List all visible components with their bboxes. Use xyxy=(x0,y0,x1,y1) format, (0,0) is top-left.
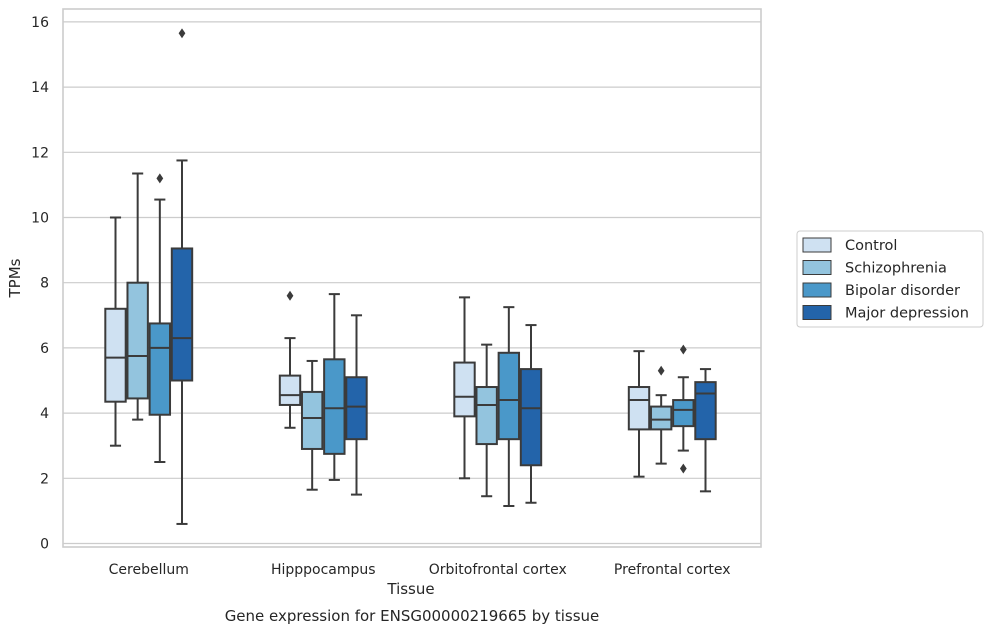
y-tick-label: 12 xyxy=(31,145,49,161)
outlier-point xyxy=(286,290,294,301)
box-schizophrenia xyxy=(300,359,324,491)
legend-label: Schizophrenia xyxy=(845,261,947,277)
y-tick-labels: 0 2 4 6 8 10 12 14 16 xyxy=(31,15,49,553)
box-body xyxy=(345,376,368,441)
y-axis-title: TPMs xyxy=(6,258,24,298)
box-schizophrenia xyxy=(126,172,149,421)
x-tick-label: Cerebellum xyxy=(109,562,189,578)
y-tick-label: 16 xyxy=(31,15,49,31)
box-control xyxy=(104,216,127,447)
legend-label: Major depression xyxy=(845,306,969,322)
box-body xyxy=(323,358,346,455)
box-body xyxy=(497,351,521,441)
box-bipolar-disorder xyxy=(323,293,346,481)
chart-caption: Gene expression for ENSG00000219665 by t… xyxy=(225,607,600,625)
x-tick-label: Prefrontal cortex xyxy=(614,562,731,578)
y-tick-label: 4 xyxy=(40,406,49,422)
y-tick-label: 6 xyxy=(40,341,49,357)
x-tick-label: Hipppocampus xyxy=(271,562,376,578)
box-major-depression xyxy=(345,314,368,496)
y-tick-label: 2 xyxy=(40,471,49,487)
outlier-point xyxy=(178,28,186,39)
x-tick-labels: Cerebellum Hipppocampus Orbitofrontal cort… xyxy=(109,562,731,578)
box-body xyxy=(104,307,127,403)
outlier-point xyxy=(679,344,687,355)
box-major-depression xyxy=(519,324,543,504)
legend-label: Bipolar disorder xyxy=(845,283,960,299)
box-body xyxy=(627,386,651,431)
legend-swatch xyxy=(802,305,832,320)
outlier-point xyxy=(679,463,687,474)
box-body xyxy=(475,386,498,446)
box-schizophrenia xyxy=(649,365,673,465)
outlier-point xyxy=(156,173,164,184)
box-bipolar-disorder xyxy=(148,173,172,463)
box-body xyxy=(300,390,324,450)
x-axis-title: Tissue xyxy=(386,580,434,598)
box-major-depression xyxy=(694,368,717,493)
box-body xyxy=(278,374,302,406)
box-body xyxy=(126,281,149,400)
plot-frame xyxy=(62,8,762,548)
box-control xyxy=(627,350,651,478)
legend-swatch xyxy=(802,260,832,275)
x-tick-label: Orbitofrontal cortex xyxy=(429,562,567,578)
legend-swatch xyxy=(802,237,832,253)
box-series xyxy=(104,28,717,525)
box-body xyxy=(672,399,695,428)
box-body xyxy=(170,247,194,382)
legend-swatch xyxy=(802,282,832,298)
legend: Control Schizophrenia Bipolar disorder Majo… xyxy=(796,230,984,328)
box-body xyxy=(694,381,717,441)
box-body xyxy=(453,361,476,418)
box-bipolar-disorder xyxy=(672,344,695,474)
box-body xyxy=(649,405,673,431)
box-body xyxy=(148,322,172,416)
outlier-point xyxy=(657,365,665,376)
legend-frame xyxy=(796,230,984,328)
box-control xyxy=(453,296,476,480)
box-major-depression xyxy=(170,28,194,525)
box-control xyxy=(278,290,302,429)
legend-label: Control xyxy=(845,238,897,254)
box-schizophrenia xyxy=(475,343,498,498)
box-body xyxy=(519,368,543,467)
y-tick-label: 0 xyxy=(40,537,49,553)
box-bipolar-disorder xyxy=(497,306,521,508)
y-tick-label: 14 xyxy=(31,80,49,96)
y-tick-label: 10 xyxy=(31,211,49,227)
y-tick-label: 8 xyxy=(40,276,49,292)
